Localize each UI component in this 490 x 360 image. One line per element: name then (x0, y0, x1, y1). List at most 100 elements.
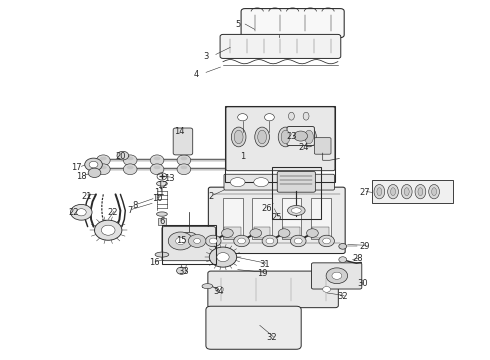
Bar (158, 218, 166, 225)
Ellipse shape (157, 181, 167, 186)
Ellipse shape (123, 164, 137, 175)
Circle shape (216, 287, 223, 292)
FancyBboxPatch shape (208, 271, 338, 308)
Circle shape (339, 257, 346, 262)
Text: 6: 6 (159, 217, 165, 226)
Circle shape (319, 235, 334, 247)
Ellipse shape (289, 112, 294, 120)
Ellipse shape (281, 130, 290, 144)
Text: 29: 29 (360, 242, 370, 251)
Text: 27: 27 (359, 188, 370, 197)
Text: 25: 25 (271, 213, 282, 222)
Circle shape (323, 238, 331, 244)
Circle shape (209, 247, 237, 267)
Circle shape (175, 237, 185, 244)
Bar (252, 198, 272, 239)
Ellipse shape (255, 127, 270, 147)
Ellipse shape (127, 157, 134, 160)
Bar (162, 225, 216, 264)
Circle shape (95, 220, 122, 240)
FancyBboxPatch shape (315, 138, 331, 154)
Text: 34: 34 (213, 287, 223, 296)
Bar (283, 227, 300, 238)
Circle shape (262, 235, 278, 247)
Ellipse shape (301, 178, 316, 186)
Text: 8: 8 (132, 201, 138, 210)
FancyBboxPatch shape (173, 128, 193, 155)
Circle shape (323, 287, 331, 292)
Bar (225, 107, 335, 182)
FancyBboxPatch shape (224, 174, 334, 190)
FancyBboxPatch shape (287, 127, 315, 145)
Circle shape (205, 235, 221, 247)
Circle shape (234, 235, 249, 247)
Text: 12: 12 (157, 181, 167, 190)
Ellipse shape (278, 127, 293, 147)
Bar (272, 167, 321, 220)
Text: 26: 26 (262, 204, 272, 213)
Ellipse shape (429, 184, 440, 199)
Circle shape (176, 267, 186, 274)
Bar (223, 198, 243, 239)
Ellipse shape (180, 166, 187, 169)
Text: 20: 20 (115, 152, 125, 161)
Text: 15: 15 (176, 237, 187, 246)
Text: 32: 32 (267, 333, 277, 342)
Ellipse shape (303, 112, 309, 120)
Ellipse shape (154, 157, 160, 160)
Bar (224, 227, 241, 238)
Circle shape (250, 229, 262, 237)
Text: 5: 5 (235, 19, 240, 28)
Circle shape (326, 268, 347, 284)
Circle shape (266, 238, 274, 244)
Circle shape (339, 243, 346, 249)
Ellipse shape (258, 130, 267, 144)
FancyBboxPatch shape (206, 306, 301, 349)
Circle shape (294, 238, 302, 244)
Text: 7: 7 (127, 206, 133, 215)
FancyBboxPatch shape (220, 35, 341, 58)
Text: 4: 4 (194, 70, 199, 79)
Circle shape (291, 235, 306, 247)
Circle shape (294, 131, 308, 141)
Text: 13: 13 (164, 174, 174, 183)
Text: 21: 21 (81, 192, 92, 201)
Circle shape (221, 229, 233, 237)
Text: 24: 24 (298, 143, 309, 152)
Text: 32: 32 (338, 292, 348, 301)
Circle shape (88, 168, 101, 177)
Ellipse shape (180, 157, 187, 160)
FancyBboxPatch shape (277, 171, 316, 192)
Ellipse shape (254, 178, 269, 186)
Text: 11: 11 (154, 188, 165, 197)
Ellipse shape (277, 178, 292, 186)
Text: 22: 22 (69, 208, 79, 217)
Circle shape (238, 114, 247, 121)
Ellipse shape (391, 188, 395, 195)
Text: 22: 22 (108, 208, 118, 217)
Ellipse shape (123, 155, 137, 166)
Circle shape (76, 209, 86, 216)
Ellipse shape (97, 155, 110, 166)
Ellipse shape (177, 155, 191, 166)
FancyBboxPatch shape (208, 187, 345, 253)
Ellipse shape (155, 252, 169, 257)
Ellipse shape (177, 164, 191, 175)
Text: 10: 10 (152, 194, 162, 203)
Text: 18: 18 (76, 172, 87, 181)
Ellipse shape (432, 188, 437, 195)
Ellipse shape (415, 184, 426, 199)
Ellipse shape (202, 284, 213, 289)
Ellipse shape (97, 164, 110, 175)
Circle shape (278, 229, 290, 237)
Ellipse shape (150, 164, 164, 175)
Text: 17: 17 (71, 163, 82, 172)
Ellipse shape (388, 184, 398, 199)
Ellipse shape (157, 212, 167, 216)
Ellipse shape (305, 130, 314, 144)
Circle shape (89, 161, 98, 168)
FancyBboxPatch shape (226, 107, 335, 171)
Text: 3: 3 (203, 52, 209, 61)
Text: 23: 23 (286, 132, 297, 141)
Text: 30: 30 (357, 279, 368, 288)
